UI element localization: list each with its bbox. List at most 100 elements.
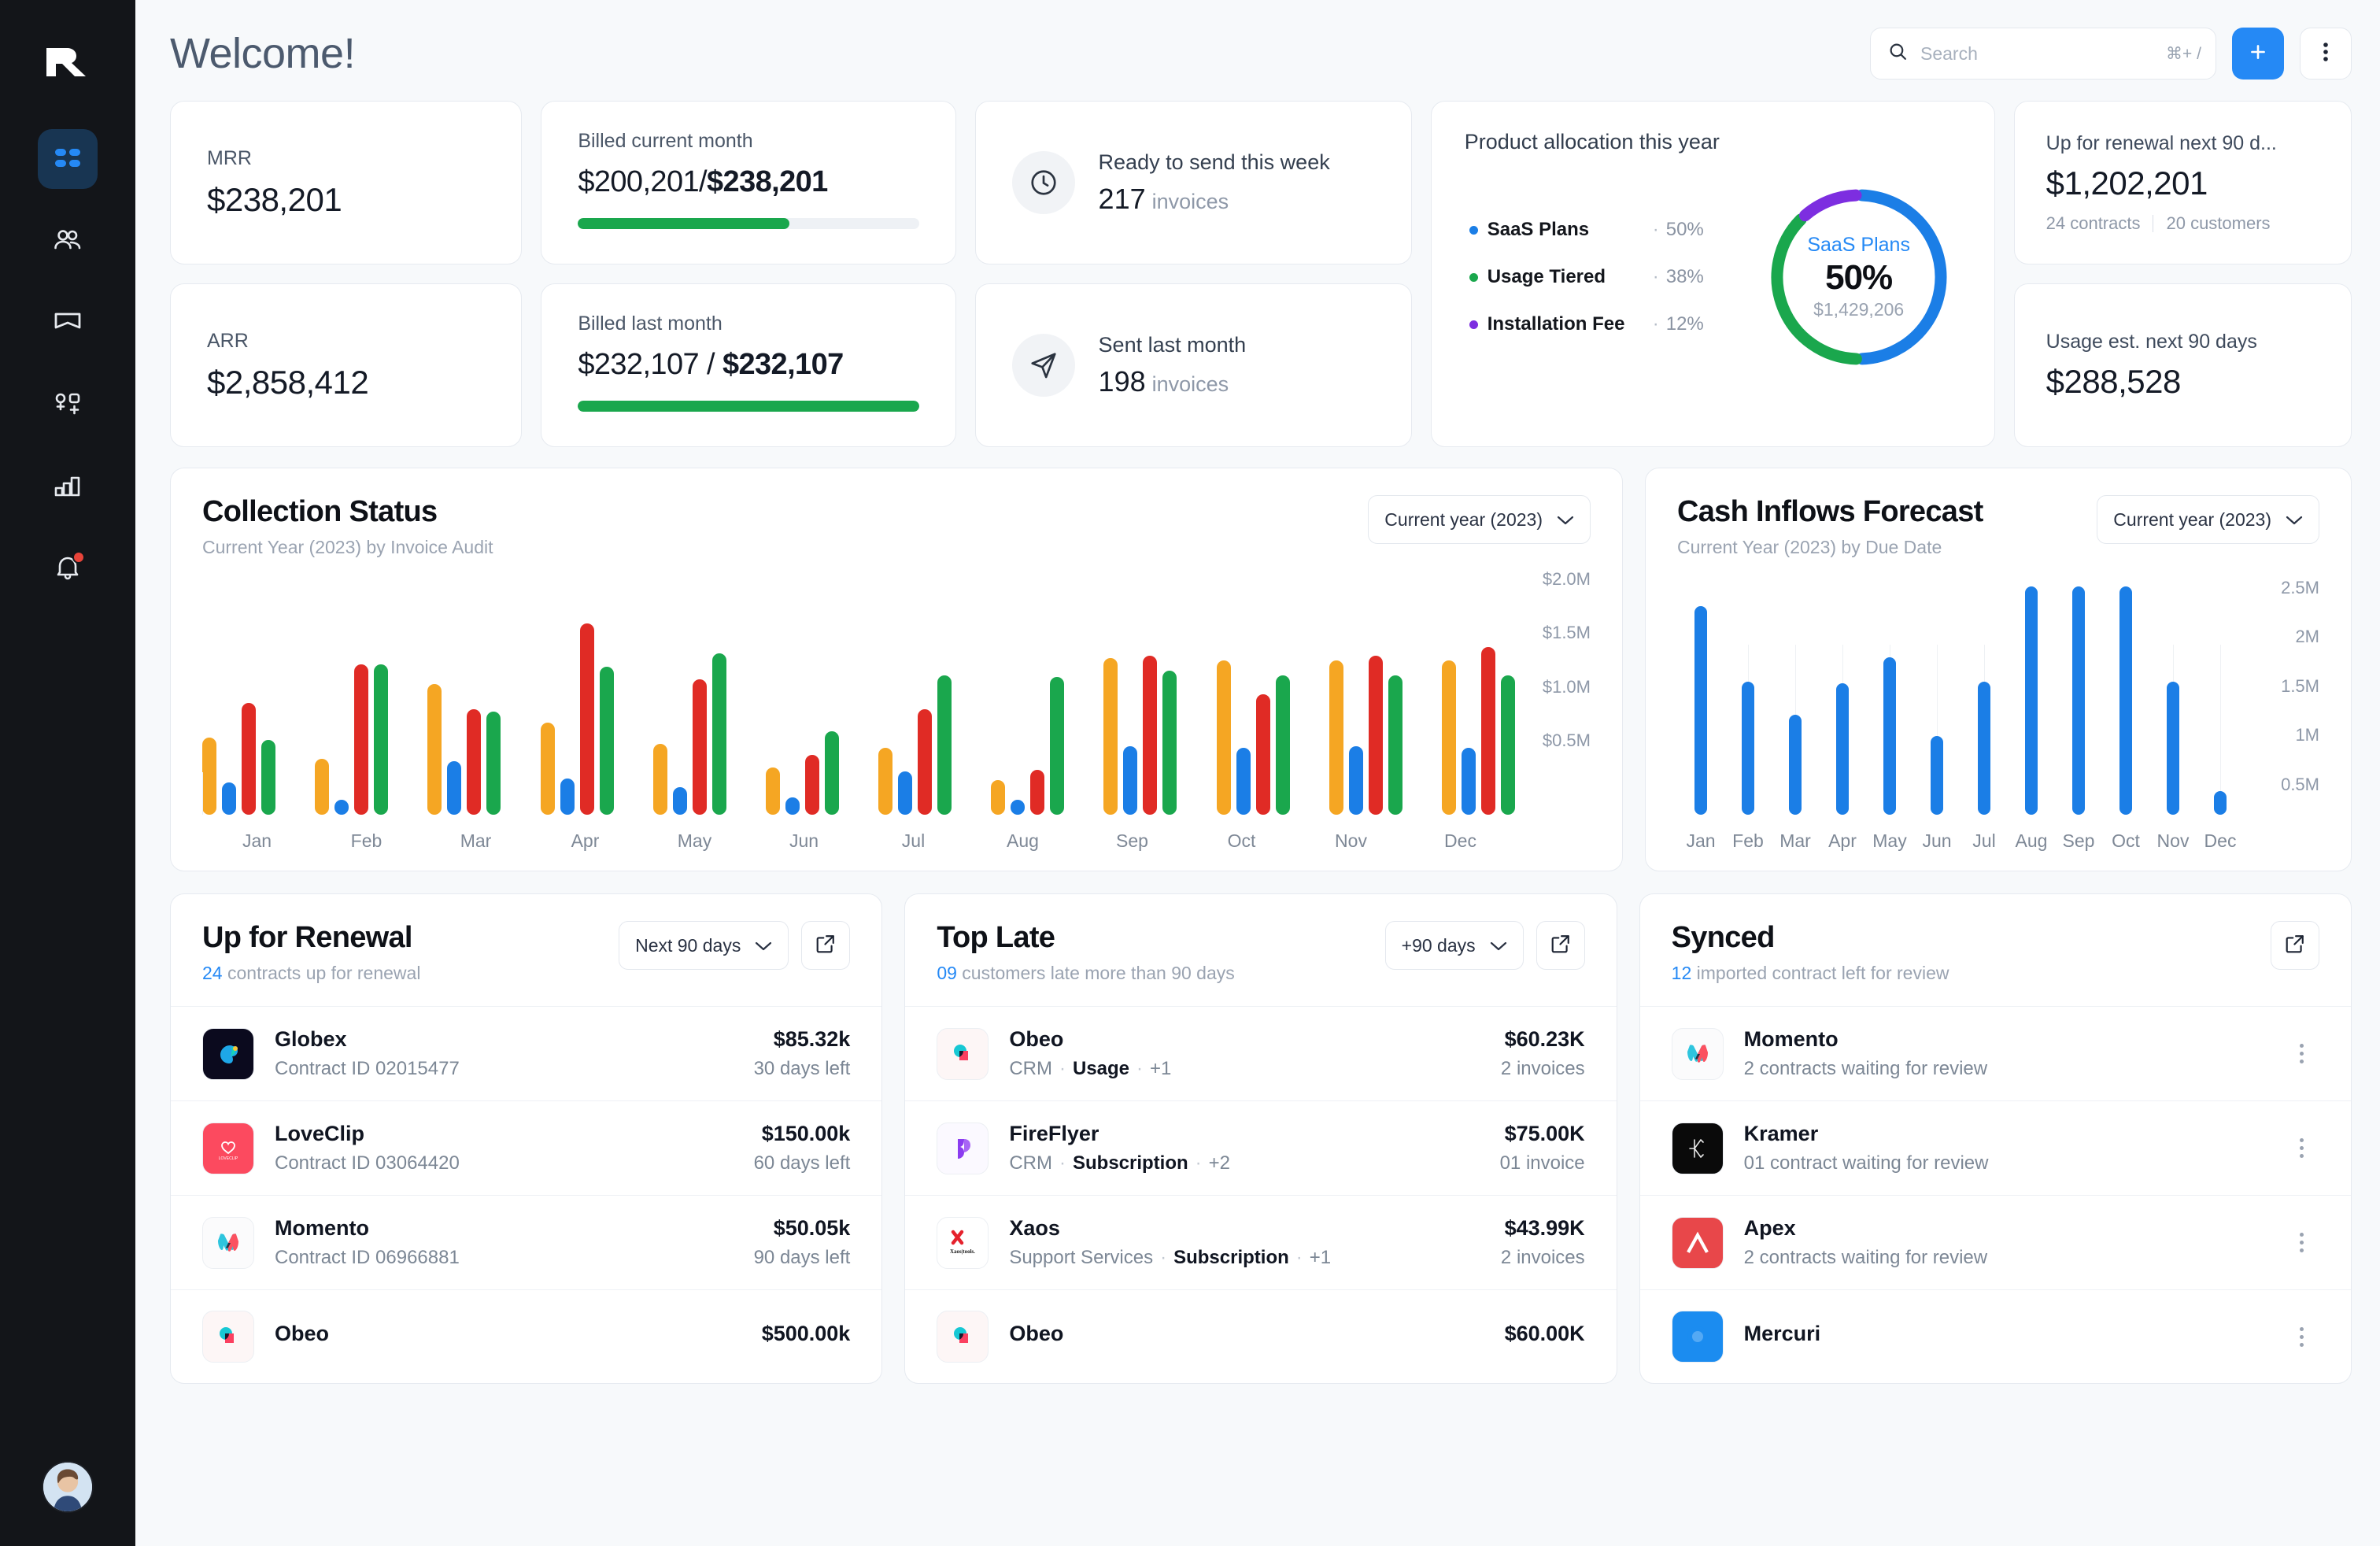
bar-forecast [1694,606,1707,815]
list-item[interactable]: Kramer 01 contract waiting for review [1639,1100,2351,1195]
renewal-meta: 24 contracts 20 customers [2046,213,2319,234]
bar-group [1103,656,1177,815]
bar-forecast [2025,586,2038,815]
search-container[interactable]: ⌘+ / [1870,28,2216,80]
gridline [1937,645,1938,815]
late-period-select[interactable]: +90 days [1384,921,1524,970]
list-item-menu-button[interactable] [2285,1233,2319,1252]
list-item[interactable]: Obeo $500.00k [171,1289,882,1383]
tag-primary: Support Services [1009,1247,1154,1268]
brand-logo-icon[interactable] [43,44,92,80]
forecast-titles: Cash Inflows Forecast Current Year (2023… [1677,495,1983,558]
mrr-label: MRR [207,146,252,169]
bar-forecast [1931,736,1943,815]
globex-logo [202,1027,254,1080]
kpi-column-invoices: Ready to send this week 217 invoices Sent… [974,101,1412,447]
sidebar-item-contracts[interactable] [38,293,98,353]
bar-forecast [2119,586,2132,815]
list-item-main: Momento 2 contracts waiting for review [1744,1027,2264,1080]
list-item-main: Obeo [275,1322,741,1352]
sidebar-item-add-deal[interactable] [38,375,98,435]
list-item-amount: $500.00k [761,1321,851,1345]
book-icon [54,312,81,334]
collection-subtitle: Current Year (2023) by Invoice Audit [202,537,493,557]
list-item-name: Obeo [1009,1321,1064,1345]
sidebar-item-customers[interactable] [38,211,98,271]
list-item-menu-button[interactable] [2285,1044,2319,1063]
list-item[interactable]: LOVECLIP LoveClip Contract ID 03064420 $… [171,1100,882,1195]
billed-current-total: $238,201 [707,165,828,198]
tag-primary: CRM [1009,1152,1052,1174]
bar-pending [1123,745,1138,815]
list-item[interactable]: FireFlyer CRM · Subscription · +2 $75.00K 01… [905,1100,1617,1195]
product-allocation-card: Product allocation this year SaaS Plans … [1430,101,1995,447]
up-for-renewal-panel: Up for Renewal 24 contracts up for renew… [170,893,883,1384]
list-item-amount: $43.99K [1504,1216,1585,1240]
renewal-period-select[interactable]: Next 90 days [619,921,789,970]
list-row: Up for Renewal 24 contracts up for renew… [170,893,2352,1384]
allocation-legend: SaaS Plans 50% Usage Tiered 38% Installa… [1465,219,1757,335]
bar-pending [1236,748,1251,815]
list-item[interactable]: Momento 2 contracts waiting for review [1639,1006,2351,1100]
list-item-menu-button[interactable] [2285,1326,2319,1347]
list-item-meta: 01 invoice [1499,1152,1585,1174]
late-panel-count: 09 [937,963,957,983]
x-tick-label: Nov [1335,830,1367,851]
external-link-icon [815,934,836,958]
list-item-name: Obeo [1009,1027,1064,1051]
collection-period-select[interactable]: Current year (2023) [1368,495,1591,544]
more-options-button[interactable] [2300,28,2352,80]
legend-item[interactable]: Installation Fee 12% [1469,313,1757,335]
x-tick-label: Oct [1227,830,1256,851]
sidebar-item-reports[interactable] [38,457,98,516]
late-panel-subtext: customers late more than 90 days [956,963,1235,983]
synced-panel-titles: Synced 12 imported contract left for rev… [1672,921,1949,984]
renewal-open-external-button[interactable] [801,921,851,970]
list-item[interactable]: Momento Contract ID 06966881 $50.05k 90 … [171,1195,882,1289]
list-item-main: LoveClip Contract ID 03064420 [275,1122,734,1174]
bar-slot [2008,579,2055,815]
arr-value: $2,858,412 [207,363,369,401]
list-item[interactable]: Globex Contract ID 02015477 $85.32k 30 d… [171,1006,882,1100]
bar-open [991,780,1006,815]
search-input[interactable] [1920,43,2153,65]
forecast-period-select[interactable]: Current year (2023) [2097,495,2319,544]
kebab-icon [2323,42,2328,66]
avatar[interactable] [42,1461,94,1513]
legend-label: Installation Fee [1487,313,1625,335]
legend-item[interactable]: Usage Tiered 38% [1469,266,1757,288]
bar-group [652,653,726,815]
bar-pending [447,760,462,815]
add-button[interactable] [2232,28,2284,80]
list-item-meta: 2 invoices [1500,1058,1585,1079]
collection-x-labels: Jan Feb Mar Apr May Jun Jul Aug Sep Oct Nov Dec [202,830,1591,852]
list-item[interactable]: Obeo $60.00K [905,1289,1617,1383]
list-item[interactable]: Mercuri [1639,1289,2351,1383]
x-tick-label: Feb [1732,830,1764,851]
collection-plot: $0.5M $1.0M $1.5M $2.0M Jan Feb Mar Apr May Jun J… [202,569,1591,852]
chart-row: Collection Status Current Year (2023) by… [170,468,2352,871]
legend-item[interactable]: SaaS Plans 50% [1469,219,1757,241]
bar-late [918,709,933,815]
synced-open-external-button[interactable] [2270,921,2319,970]
collection-title: Collection Status [202,495,438,528]
bar-late [1368,656,1383,815]
legend-percent: 38% [1653,266,1704,288]
list-item-menu-button[interactable] [2285,1138,2319,1158]
main-content: Welcome! ⌘+ / [135,0,2380,1546]
sidebar-nav [0,129,135,598]
kpi-card-arr: ARR $2,858,412 [170,283,523,447]
late-open-external-button[interactable] [1536,921,1585,970]
sidebar-item-dashboard[interactable] [38,129,98,189]
sidebar-item-notifications[interactable] [38,538,98,598]
collection-period-value: Current year (2023) [1384,509,1543,530]
bar-forecast [1789,714,1802,815]
list-item[interactable]: Obeo CRM · Usage · +1 $60.23K 2 invoices [905,1006,1617,1100]
list-item[interactable]: Xaos|tools. Xaos Support Services · Subscr… [905,1195,1617,1289]
list-item[interactable]: Apex 2 contracts waiting for review [1639,1195,2351,1289]
renewal-contracts: 24 contracts [2046,213,2141,233]
synced-panel-subtext: imported contract left for review [1691,963,1949,983]
bar-slot [2055,579,2102,815]
bar-late [804,754,819,815]
search-icon [1888,42,1908,65]
